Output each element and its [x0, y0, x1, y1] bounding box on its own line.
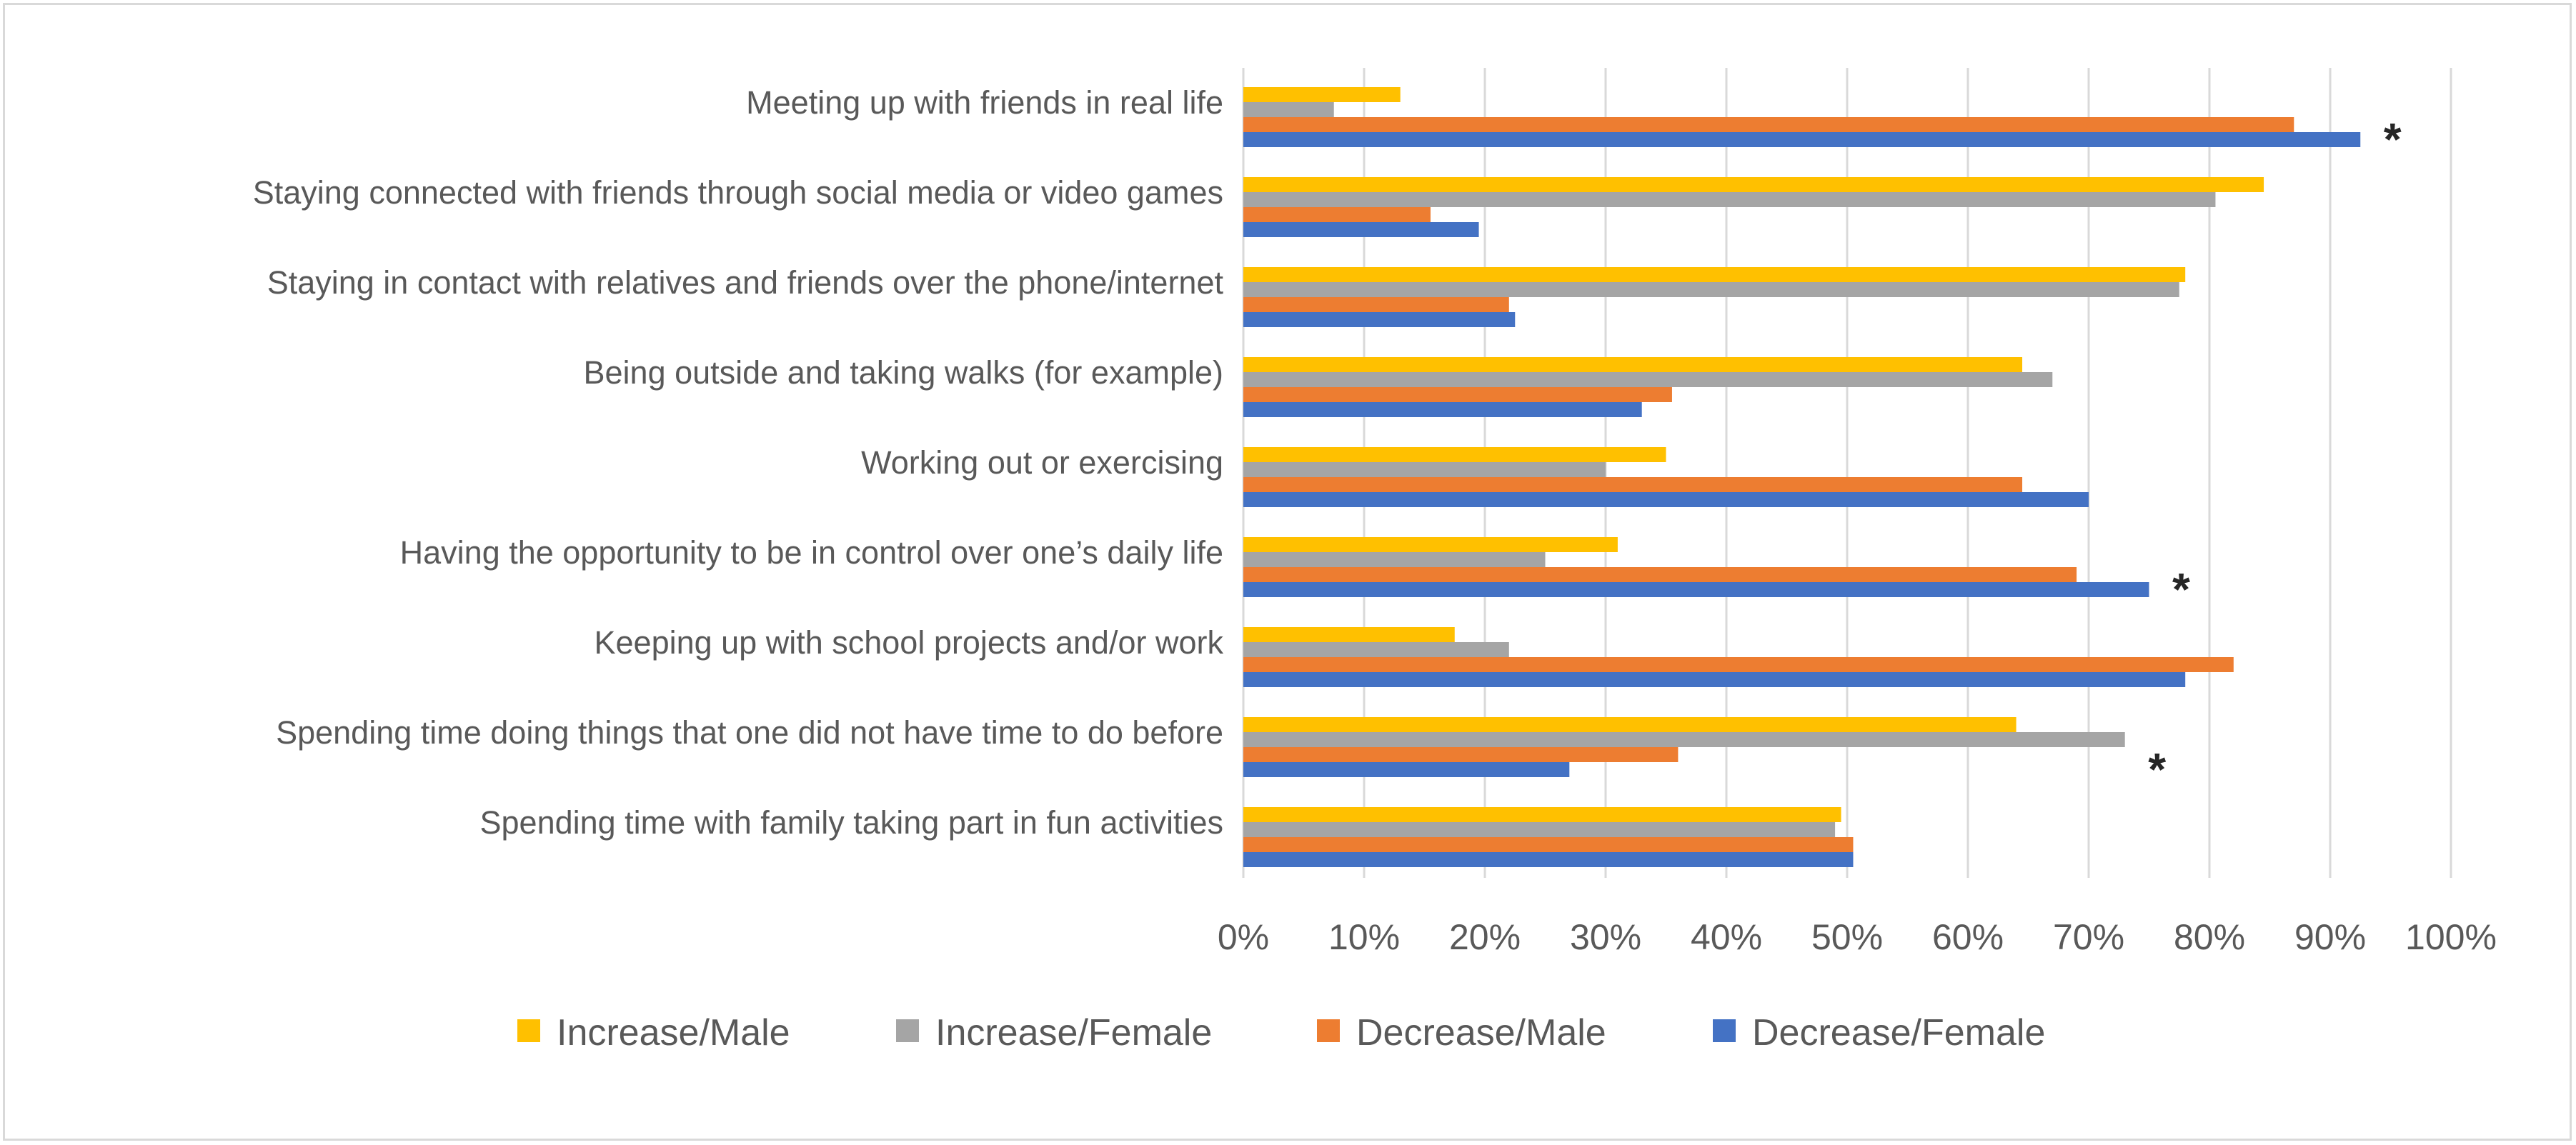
bar-increase-male-0: [1243, 87, 1401, 102]
legend-label: Decrease/Male: [1356, 1012, 1606, 1054]
category-label: Working out or exercising: [861, 444, 1223, 481]
bar-increase-male-7: [1243, 717, 2016, 732]
annotations: * * *: [2148, 114, 2402, 795]
x-tick-label: 10%: [1328, 917, 1400, 957]
bar-decrease-male-2: [1243, 297, 1509, 312]
bar-increase-male-8: [1243, 807, 1841, 822]
bar-increase-male-1: [1243, 177, 2264, 192]
legend-swatch: [896, 1019, 919, 1042]
category-labels: Meeting up with friends in real life Stay…: [253, 84, 1224, 841]
bar-increase-male-2: [1243, 267, 2186, 282]
x-tick-label: 80%: [2174, 917, 2245, 957]
bar-increase-male-3: [1243, 357, 2023, 372]
bar-decrease-female-4: [1243, 492, 2089, 507]
legend-label: Increase/Male: [557, 1012, 790, 1054]
category-label: Staying connected with friends through s…: [253, 174, 1223, 211]
x-tick-label: 60%: [1932, 917, 2004, 957]
bar-increase-male-4: [1243, 447, 1666, 462]
legend-swatch: [1713, 1019, 1736, 1042]
bar-decrease-male-1: [1243, 207, 1431, 222]
bar-decrease-female-5: [1243, 582, 2149, 597]
bar-increase-female-0: [1243, 102, 1334, 117]
bar-decrease-male-0: [1243, 117, 2294, 132]
bar-increase-female-5: [1243, 552, 1546, 567]
bar-increase-male-5: [1243, 537, 1618, 552]
bar-decrease-female-7: [1243, 762, 1570, 777]
bar-increase-female-6: [1243, 642, 1509, 657]
bar-increase-female-7: [1243, 732, 2125, 747]
legend-label: Increase/Female: [935, 1012, 1212, 1054]
bar-decrease-female-8: [1243, 852, 1854, 867]
x-tick-label: 20%: [1449, 917, 1521, 957]
bar-decrease-male-6: [1243, 657, 2234, 672]
legend-swatch: [517, 1019, 540, 1042]
bar-increase-female-2: [1243, 282, 2179, 297]
x-tick-label: 30%: [1570, 917, 1641, 957]
bars: [1243, 87, 2361, 867]
legend: Increase/Male Increase/Female Decrease/Mal…: [517, 1012, 2045, 1054]
bar-increase-female-4: [1243, 462, 1606, 477]
significance-marker: *: [2172, 564, 2190, 615]
category-label: Having the opportunity to be in control …: [400, 534, 1223, 571]
category-label: Spending time doing things that one did …: [276, 714, 1223, 751]
bar-increase-male-6: [1243, 627, 1455, 642]
x-tick-label: 70%: [2053, 917, 2124, 957]
x-tick-label: 50%: [1811, 917, 1883, 957]
category-label: Being outside and taking walks (for exam…: [584, 354, 1223, 391]
category-label: Spending time with family taking part in…: [480, 804, 1224, 841]
significance-marker: *: [2148, 744, 2166, 795]
x-tick-label: 100%: [2405, 917, 2497, 957]
bar-decrease-female-0: [1243, 132, 2361, 147]
bar-decrease-male-5: [1243, 567, 2077, 582]
bar-increase-female-3: [1243, 372, 2053, 387]
bar-decrease-female-3: [1243, 402, 1642, 417]
bar-decrease-female-2: [1243, 312, 1516, 327]
bar-decrease-male-7: [1243, 747, 1679, 762]
bar-increase-female-1: [1243, 192, 2216, 207]
bar-decrease-female-6: [1243, 672, 2186, 687]
bar-decrease-male-8: [1243, 837, 1854, 852]
bar-decrease-male-3: [1243, 387, 1672, 402]
x-tick-labels: 0% 10% 20% 30% 40% 50% 60% 70% 80% 90% 100%: [1218, 917, 2497, 957]
x-tick-label: 90%: [2294, 917, 2366, 957]
category-label: Staying in contact with relatives and fr…: [267, 264, 1224, 301]
bar-decrease-female-1: [1243, 222, 1479, 237]
x-tick-label: 40%: [1691, 917, 1762, 957]
x-tick-label: 0%: [1218, 917, 1269, 957]
legend-label: Decrease/Female: [1752, 1012, 2045, 1054]
bar-decrease-male-4: [1243, 477, 2023, 492]
legend-swatch: [1317, 1019, 1340, 1042]
category-label: Meeting up with friends in real life: [746, 84, 1223, 121]
bar-increase-female-8: [1243, 822, 1836, 837]
category-label: Keeping up with school projects and/or w…: [595, 624, 1224, 661]
significance-marker: *: [2384, 114, 2402, 165]
